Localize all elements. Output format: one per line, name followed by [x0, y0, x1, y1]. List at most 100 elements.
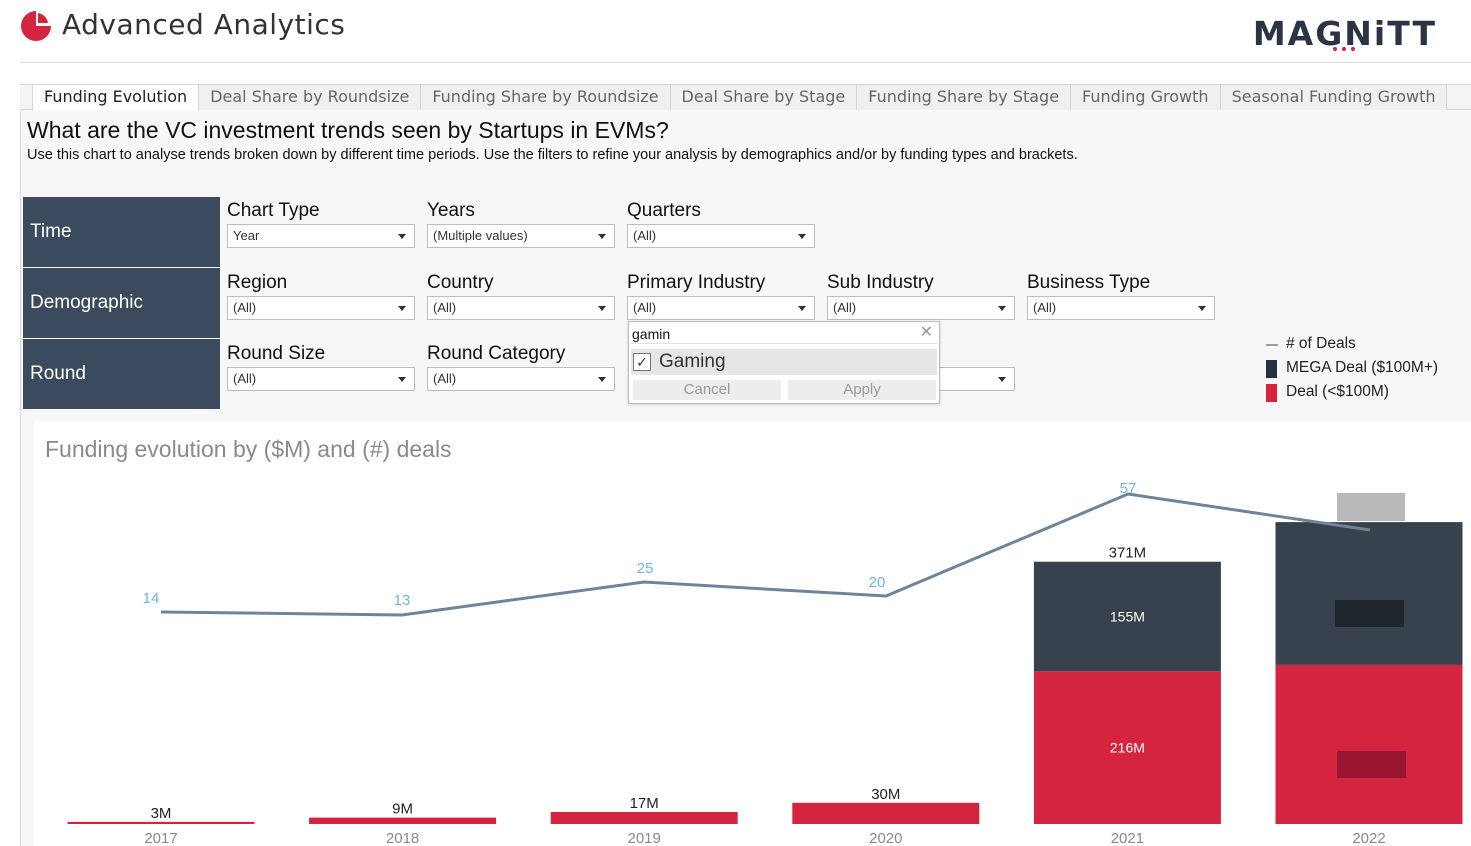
- chevron-down-icon: [598, 234, 606, 239]
- legend-label: MEGA Deal ($100M+): [1286, 359, 1439, 376]
- select-value: (All): [633, 300, 657, 315]
- legend-item-deal: Deal (<$100M): [1265, 381, 1438, 405]
- select-value: (All): [233, 300, 257, 315]
- chevron-down-icon: [598, 306, 606, 311]
- filter-business-type: Business Type (All): [1027, 270, 1215, 320]
- chevron-down-icon: [398, 377, 406, 382]
- tab-deal-share-by-roundsize[interactable]: Deal Share by Roundsize: [199, 85, 422, 110]
- bar-total-label: 371M: [1109, 545, 1147, 562]
- bar-deal: [1275, 664, 1463, 824]
- legend-item-deals-count: # of Deals: [1265, 333, 1438, 357]
- chevron-down-icon: [398, 306, 406, 311]
- tab-funding-growth[interactable]: Funding Growth: [1071, 85, 1221, 110]
- tab-deal-share-by-stage[interactable]: Deal Share by Stage: [670, 85, 858, 110]
- checkbox-checked-icon[interactable]: ✓: [633, 353, 651, 371]
- search-text: gamin: [632, 326, 671, 342]
- tab-funding-evolution[interactable]: Funding Evolution: [32, 85, 200, 111]
- filter-years: Years (Multiple values): [427, 198, 615, 248]
- dropdown-option-gaming[interactable]: ✓ Gaming: [631, 349, 937, 375]
- select-value: (All): [833, 300, 857, 315]
- select-value: (All): [1033, 300, 1057, 315]
- tab-funding-share-by-stage[interactable]: Funding Share by Stage: [857, 85, 1072, 110]
- filter-label: Round Size: [227, 343, 326, 364]
- primary-industry-dropdown: gamin ✕ ✓ Gaming Cancel Apply: [628, 321, 940, 404]
- filter-primary-industry: Primary Industry (All): [627, 270, 815, 320]
- round-category-select[interactable]: (All): [427, 367, 615, 391]
- dropdown-search-input[interactable]: gamin: [631, 324, 937, 344]
- hover-label-placeholder: [1337, 751, 1406, 778]
- bar-deal: [550, 811, 738, 824]
- chart-panel: Funding evolution by ($M) and (#) deals …: [34, 422, 1471, 846]
- section-demographic: Demographic: [23, 268, 220, 338]
- deals-count-label: 57: [1120, 480, 1137, 497]
- bar-deal: [1033, 671, 1221, 824]
- brand-logo-dots: [1333, 47, 1355, 51]
- bar-total-label: 17M: [630, 795, 659, 812]
- years-select[interactable]: (Multiple values): [427, 224, 615, 248]
- filter-label: Quarters: [627, 200, 701, 221]
- app-title: Advanced Analytics: [62, 8, 346, 41]
- deals-count-label: 13: [394, 592, 411, 609]
- business-type-select[interactable]: (All): [1027, 296, 1215, 320]
- bar-mega-deal: [1275, 522, 1463, 665]
- bar-deal: [67, 821, 255, 824]
- bar-deal: [792, 802, 980, 824]
- select-value: Year: [233, 228, 260, 243]
- legend-swatch: [1266, 384, 1277, 402]
- bar-segment-label: 216M: [1110, 740, 1145, 756]
- deals-count-label: 14: [143, 590, 160, 607]
- sub-industry-select[interactable]: (All): [827, 296, 1015, 320]
- round-size-select[interactable]: (All): [227, 367, 415, 391]
- chart-title: Funding evolution by ($M) and (#) deals: [45, 436, 452, 462]
- filter-round-category: Round Category (All): [427, 341, 615, 391]
- select-value: (Multiple values): [433, 228, 528, 243]
- filter-chart-type: Chart Type Year: [227, 198, 415, 248]
- x-tick-label: 2021: [1111, 830, 1144, 846]
- chevron-down-icon: [998, 377, 1006, 382]
- header-divider: [20, 62, 1471, 63]
- tab-seasonal-funding-growth[interactable]: Seasonal Funding Growth: [1220, 85, 1448, 110]
- x-tick-label: 2020: [869, 830, 902, 846]
- filter-label: Sub Industry: [827, 272, 934, 293]
- close-icon[interactable]: ✕: [919, 324, 933, 341]
- quarters-select[interactable]: (All): [627, 224, 815, 248]
- legend-item-mega-deal: MEGA Deal ($100M+): [1265, 357, 1438, 381]
- filter-quarters: Quarters (All): [627, 198, 815, 248]
- filter-label: Primary Industry: [627, 272, 766, 293]
- hover-label-placeholder: [1335, 600, 1404, 627]
- bar-total-label: 3M: [151, 805, 172, 822]
- bar-segment-label: 155M: [1110, 608, 1145, 624]
- brand-logo: MAGNiTT: [1252, 14, 1437, 53]
- chevron-down-icon: [398, 234, 406, 239]
- chart-type-select[interactable]: Year: [227, 224, 415, 248]
- country-select[interactable]: (All): [427, 296, 615, 320]
- select-value: (All): [233, 371, 257, 386]
- filter-label: Chart Type: [227, 200, 320, 221]
- option-label: Gaming: [659, 351, 726, 372]
- chevron-down-icon: [998, 306, 1006, 311]
- apply-button[interactable]: Apply: [788, 380, 936, 400]
- chevron-down-icon: [798, 234, 806, 239]
- chevron-down-icon: [798, 306, 806, 311]
- hover-label-placeholder: [1337, 493, 1405, 521]
- pie-chart-icon: [21, 11, 51, 41]
- funding-chart: 3M 2017 9M 2018 17M 2019 30M 2020 371M 155M 216M 20…: [67, 480, 1463, 846]
- section-time: Time: [23, 197, 220, 267]
- legend-label: Deal (<$100M): [1286, 383, 1389, 400]
- tab-funding-share-by-roundsize[interactable]: Funding Share by Roundsize: [421, 85, 671, 110]
- select-value: (All): [433, 300, 457, 315]
- legend-line-marker: [1266, 344, 1278, 346]
- cancel-button[interactable]: Cancel: [633, 380, 781, 400]
- primary-industry-select[interactable]: (All): [627, 296, 815, 320]
- select-value: (All): [633, 228, 657, 243]
- deals-count-line: [160, 492, 1371, 617]
- bar-total-label: 30M: [871, 786, 900, 803]
- filter-country: Country (All): [427, 270, 615, 320]
- section-round: Round: [23, 339, 220, 409]
- bar-deal: [309, 817, 497, 824]
- region-select[interactable]: (All): [227, 296, 415, 320]
- chart-legend: # of Deals MEGA Deal ($100M+) Deal (<$10…: [1265, 333, 1438, 405]
- chevron-down-icon: [598, 377, 606, 382]
- x-tick-label: 2022: [1352, 830, 1385, 846]
- select-value: (All): [433, 371, 457, 386]
